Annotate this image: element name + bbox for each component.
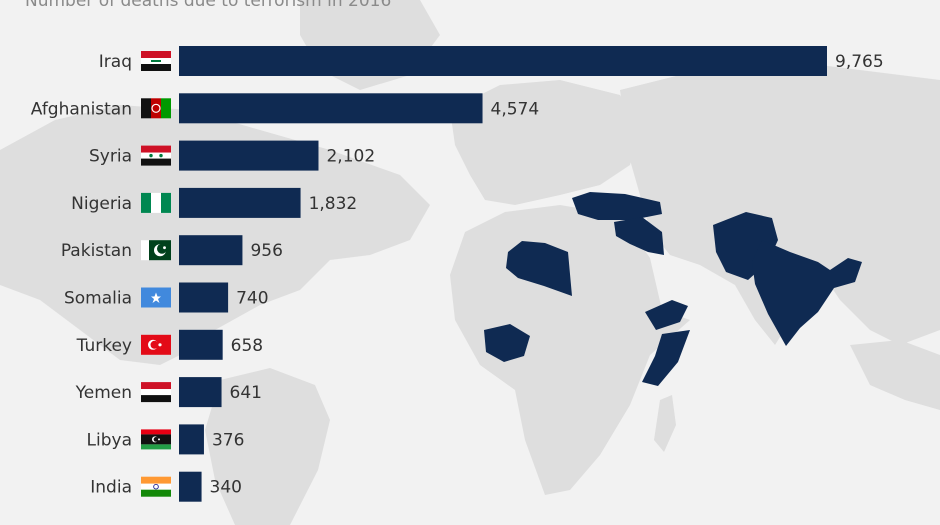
bar [179, 282, 229, 313]
bar [179, 93, 483, 124]
value-label: 2,102 [326, 147, 375, 167]
bar-row-pakistan: Pakistan 956 [61, 235, 283, 266]
category-label: Iraq [99, 52, 132, 72]
map-madagascar [654, 395, 676, 452]
bar-row-libya: Libya 376 [87, 424, 244, 455]
value-label: 9,765 [835, 52, 884, 72]
bar-row-iraq: Iraq 9,765 [99, 46, 884, 76]
category-label: Pakistan [61, 241, 132, 261]
map-north-america [0, 105, 430, 365]
category-label: Yemen [75, 383, 132, 403]
value-label: 4,574 [491, 99, 540, 119]
flag-pakistan-icon [141, 240, 171, 261]
map-greenland [300, 0, 440, 90]
map-highlight-syria-iraq [614, 217, 664, 255]
bar [179, 140, 319, 171]
map-highlight-somalia [642, 330, 690, 386]
value-label: 740 [236, 289, 268, 309]
bar [179, 46, 827, 76]
flag-afghanistan-icon [141, 98, 171, 119]
map-highlight-yemen [645, 300, 688, 330]
value-label: 658 [231, 336, 263, 356]
bar-row-turkey: Turkey 658 [76, 329, 263, 360]
bar-row-somalia: Somalia 740 [64, 282, 269, 313]
bar-row-yemen: Yemen 641 [75, 377, 262, 408]
map-asia [620, 60, 940, 345]
category-label: Libya [87, 430, 132, 450]
category-label: Syria [89, 147, 132, 167]
bar [179, 235, 243, 266]
value-label: 956 [250, 241, 282, 261]
category-label: Somalia [64, 289, 132, 309]
map-europe [450, 80, 640, 205]
map-highlight-india [752, 240, 862, 346]
bar [179, 424, 204, 455]
bar-row-india: India 340 [90, 471, 242, 502]
map-southeast-asia [850, 340, 940, 410]
bar [179, 377, 222, 408]
bar [179, 329, 223, 360]
map-africa [450, 205, 690, 495]
bar [179, 471, 202, 502]
flag-libya-icon [141, 429, 171, 450]
category-label: Turkey [76, 336, 132, 356]
category-label: Afghanistan [31, 99, 132, 119]
value-label: 340 [210, 478, 242, 498]
category-label: India [90, 478, 132, 498]
flag-syria-icon [141, 145, 171, 166]
map-south-america [205, 368, 330, 525]
value-label: 1,832 [309, 194, 358, 214]
map-highlight-nigeria [484, 324, 530, 362]
value-label: 376 [212, 430, 244, 450]
bar-row-nigeria: Nigeria 1,832 [71, 187, 358, 218]
chart-subtitle: Number of deaths due to terrorism in 201… [25, 0, 392, 11]
flag-somalia-icon [141, 287, 171, 308]
bars-group: Iraq 9,765 Afghanistan 4,574 Syria 2,102 Niger… [31, 46, 884, 502]
bar-row-syria: Syria 2,102 [89, 140, 375, 171]
flag-nigeria-icon [141, 192, 171, 213]
category-label: Nigeria [71, 194, 132, 214]
flag-iraq-icon [141, 51, 171, 71]
map-highlight-libya [506, 241, 572, 296]
flag-india-icon [141, 476, 171, 497]
flag-yemen-icon [141, 382, 171, 403]
flag-turkey-icon [141, 334, 171, 355]
map-highlight-turkey [572, 192, 662, 220]
bar [179, 187, 301, 218]
bar-row-afghanistan: Afghanistan 4,574 [31, 93, 540, 124]
value-label: 641 [230, 383, 262, 403]
